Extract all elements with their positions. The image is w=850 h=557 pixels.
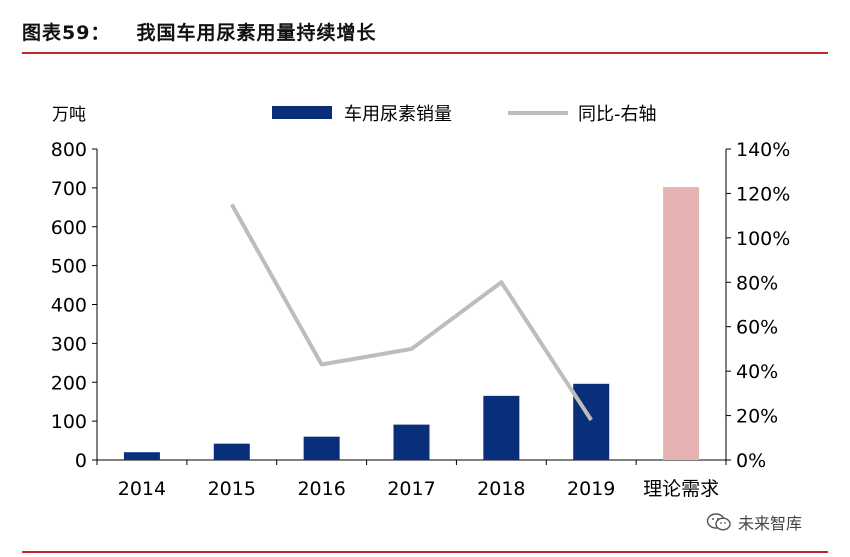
axes xyxy=(92,148,731,465)
y-tick-label-right: 120% xyxy=(736,183,790,205)
tick-labels: 0 100 200 300 400 500 600 700 800 0% 20% 40% 60% 80% 1… xyxy=(51,105,791,500)
yoy-line xyxy=(230,203,593,422)
bar xyxy=(393,424,430,460)
legend-swatch-bar xyxy=(272,106,332,119)
title-divider xyxy=(22,52,828,54)
y-tick-label-left: 100 xyxy=(51,411,87,433)
bar xyxy=(573,383,610,460)
bars xyxy=(123,187,700,460)
y-tick-label-left: 0 xyxy=(75,450,87,472)
y-tick-label-left: 700 xyxy=(51,178,87,200)
y-tick-label-left: 800 xyxy=(51,139,87,161)
figure-title: 图表59： 我国车用尿素用量持续增长 xyxy=(22,18,376,45)
x-tick-label: 2019 xyxy=(567,478,615,500)
y-tick-label-right: 80% xyxy=(736,272,778,294)
y-tick-label-right: 40% xyxy=(736,361,778,383)
x-tick-label: 2018 xyxy=(477,478,525,500)
y-tick-label-left: 300 xyxy=(51,333,87,355)
legend-label-line: 同比-右轴 xyxy=(578,104,657,125)
y-tick-label-left: 500 xyxy=(51,256,87,278)
y-tick-label-left: 400 xyxy=(51,295,87,317)
wechat-icon xyxy=(706,513,731,531)
bar xyxy=(213,443,250,460)
y-axis-title-left: 万吨 xyxy=(52,105,86,125)
bar xyxy=(303,436,340,460)
y-tick-label-right: 0% xyxy=(736,450,766,472)
y-tick-label-right: 60% xyxy=(736,317,778,339)
bar xyxy=(483,395,520,460)
bar xyxy=(663,187,700,460)
y-tick-label-left: 200 xyxy=(51,372,87,394)
y-tick-label-left: 600 xyxy=(51,217,87,239)
x-tick-label: 2015 xyxy=(208,478,256,500)
figure-title-text: 我国车用尿素用量持续增长 xyxy=(136,22,377,44)
legend: 车用尿素销量 同比-右轴 xyxy=(272,104,657,125)
watermark-text: 未来智库 xyxy=(738,514,803,533)
x-tick-label: 2016 xyxy=(297,478,345,500)
legend-label-bar: 车用尿素销量 xyxy=(344,104,452,125)
yoy-line-path xyxy=(230,203,593,422)
watermark: 未来智库 xyxy=(706,510,802,534)
x-tick-label: 理论需求 xyxy=(643,478,719,500)
x-tick-label: 2014 xyxy=(118,478,166,500)
y-tick-label-right: 100% xyxy=(736,228,790,250)
x-tick-label: 2017 xyxy=(387,478,435,500)
y-tick-label-right: 140% xyxy=(736,139,790,161)
y-tick-label-right: 20% xyxy=(736,406,778,428)
bar xyxy=(123,452,160,460)
figure-number: 图表59： xyxy=(22,22,111,44)
bottom-divider xyxy=(22,551,828,553)
